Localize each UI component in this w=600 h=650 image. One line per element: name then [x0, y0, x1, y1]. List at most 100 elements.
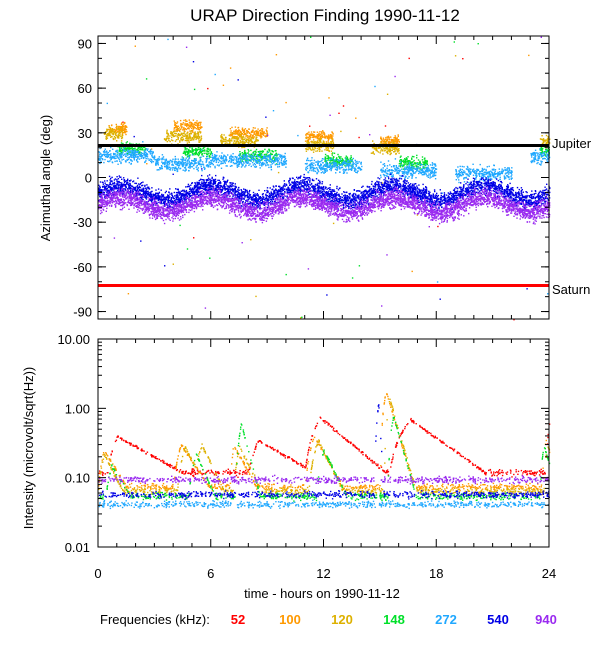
azimuth-point-272khz: [319, 165, 322, 167]
azimuth-point-100khz: [252, 134, 254, 136]
azimuth-point-272khz: [352, 165, 354, 167]
azimuth-point-148khz: [324, 157, 326, 159]
azimuth-point-272khz: [511, 167, 513, 169]
azimuth-point-120khz: [220, 135, 222, 137]
azimuth-point-100khz: [387, 135, 390, 138]
azimuth-point-540khz: [341, 196, 344, 199]
azimuth-point-272khz: [238, 154, 240, 157]
azimuth-point-272khz: [395, 165, 397, 167]
azimuth-point-120khz: [170, 132, 172, 134]
azimuth-point-540khz: [336, 185, 338, 188]
azimuth-point-272khz: [531, 156, 533, 158]
azimuth-point-272khz: [149, 150, 152, 153]
azimuth-point-100khz: [239, 130, 241, 132]
azimuth-point-540khz: [541, 194, 544, 197]
azimuth-point-272khz: [342, 172, 345, 174]
azimuth-point-100khz: [308, 131, 310, 133]
azimuth-point-272khz: [270, 164, 272, 166]
azimuth-point-100khz: [177, 125, 180, 127]
azimuth-point-100khz: [246, 134, 249, 137]
azimuth-point-272khz: [261, 165, 263, 167]
azimuth-point-272khz: [277, 157, 279, 159]
azimuth-point-100khz: [108, 128, 110, 131]
azimuth-point-120khz: [197, 135, 199, 138]
azimuth-point-120khz: [396, 149, 398, 151]
azimuth-point-272khz: [183, 162, 185, 164]
azimuth-point-100khz: [253, 136, 255, 138]
azimuth-point-100khz: [175, 126, 177, 128]
azimuth-point-120khz: [196, 133, 198, 135]
azimuth-point-120khz: [103, 133, 106, 135]
azimuth-point-100khz: [384, 140, 386, 142]
azimuth-point-272khz: [166, 167, 168, 169]
azimuth-point-148khz: [199, 147, 202, 150]
azimuth-point-540khz: [470, 181, 472, 183]
azimuth-point-272khz: [326, 164, 329, 167]
azimuth-point-540khz: [164, 191, 167, 194]
azimuth-point-120khz: [393, 151, 395, 153]
azimuth-point-272khz: [190, 163, 192, 165]
azimuth-point-272khz: [434, 169, 436, 172]
azimuth-point-148khz: [198, 150, 201, 153]
azimuth-point-272khz: [356, 162, 358, 164]
azimuth-point-272khz: [488, 165, 490, 168]
azimuth-point-100khz: [123, 129, 126, 131]
azimuth-point-148khz: [184, 148, 186, 150]
azimuth-point-272khz: [206, 157, 209, 160]
azimuth-point-120khz: [198, 141, 200, 143]
azimuth-point-272khz: [151, 152, 153, 154]
azimuth-point-272khz: [239, 155, 241, 158]
azimuth-point-120khz: [311, 142, 313, 144]
azimuth-point-272khz: [112, 152, 115, 155]
azimuth-point-272khz: [187, 166, 190, 169]
azimuth-point-100khz: [394, 135, 396, 137]
azimuth-point-540khz: [518, 188, 520, 191]
azimuth-point-100khz: [389, 141, 391, 143]
azimuth-point-272khz: [458, 179, 460, 181]
azimuth-outlier-52khz: [437, 225, 439, 228]
azimuth-point-272khz: [416, 166, 419, 168]
azimuth-point-272khz: [136, 159, 138, 162]
azimuth-point-120khz: [121, 134, 123, 136]
azimuth-point-120khz: [165, 137, 168, 139]
azimuth-point-272khz: [238, 162, 240, 165]
azimuth-point-272khz: [185, 157, 187, 159]
azimuth-point-272khz: [249, 156, 251, 158]
azimuth-point-100khz: [183, 119, 185, 122]
azimuth-point-272khz: [328, 165, 331, 167]
azimuth-point-272khz: [475, 178, 477, 180]
azimuth-point-148khz: [120, 142, 123, 144]
azimuth-point-120khz: [105, 136, 108, 138]
azimuth-point-120khz: [237, 137, 240, 139]
azimuth-outlier-52khz: [358, 136, 360, 139]
azimuth-point-100khz: [198, 127, 200, 129]
azimuth-point-120khz: [244, 141, 246, 143]
azimuth-point-272khz: [222, 157, 224, 159]
azimuth-point-272khz: [284, 156, 286, 158]
azimuth-point-272khz: [122, 150, 125, 152]
azimuth-point-272khz: [409, 166, 411, 168]
azimuth-point-120khz: [197, 137, 199, 140]
azimuth-outlier-272khz: [374, 85, 376, 88]
azimuth-point-120khz: [383, 148, 385, 150]
azimuth-point-100khz: [118, 130, 120, 132]
azimuth-point-272khz: [494, 177, 496, 179]
azimuth-point-120khz: [121, 136, 123, 139]
azimuth-point-120khz: [319, 140, 321, 142]
azimuth-point-272khz: [274, 157, 277, 160]
azimuth-point-272khz: [261, 163, 263, 165]
azimuth-point-272khz: [250, 165, 252, 168]
azimuth-point-148khz: [401, 160, 404, 162]
azimuth-point-272khz: [147, 158, 149, 160]
azimuth-point-272khz: [245, 164, 247, 166]
azimuth-point-272khz: [348, 165, 350, 167]
azimuth-point-272khz: [254, 156, 256, 158]
azimuth-point-540khz: [259, 201, 261, 203]
azimuth-point-272khz: [434, 178, 437, 180]
azimuth-outlier-120khz: [386, 93, 389, 95]
azimuth-point-272khz: [241, 159, 244, 161]
azimuth-point-272khz: [211, 159, 213, 161]
azimuth-point-100khz: [327, 140, 329, 142]
azimuth-point-120khz: [379, 152, 381, 154]
azimuth-point-272khz: [537, 159, 540, 161]
